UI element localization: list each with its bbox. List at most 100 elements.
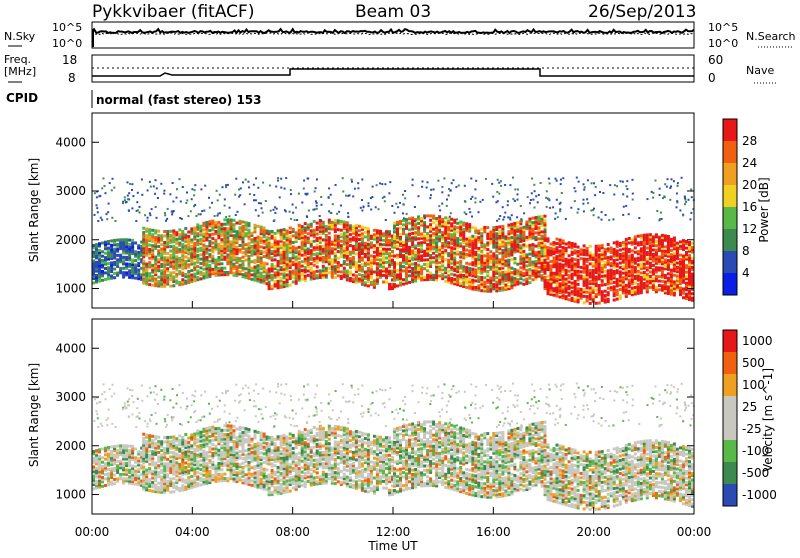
power-cell	[334, 234, 337, 237]
power-cell	[658, 236, 661, 239]
power-cell	[652, 235, 655, 238]
power-cell	[667, 235, 670, 238]
power-cell	[116, 239, 119, 242]
power-cell	[355, 252, 358, 255]
power-cell	[459, 271, 462, 274]
power-cell	[167, 208, 169, 210]
power-cell	[544, 235, 547, 238]
power-cell	[277, 177, 279, 179]
power-cell	[271, 256, 274, 259]
power-cell	[571, 290, 574, 293]
power-cell	[402, 194, 404, 196]
velocity-cell	[98, 448, 101, 451]
power-cell	[507, 259, 510, 262]
power-cell	[535, 236, 538, 239]
power-cell	[373, 271, 376, 274]
power-cell	[612, 218, 614, 220]
power-cell	[408, 257, 411, 260]
power-cell	[274, 212, 276, 214]
power-cell	[107, 240, 110, 243]
power-cell	[574, 243, 577, 246]
power-cell	[495, 276, 498, 279]
power-cell	[483, 254, 486, 257]
power-cell	[553, 248, 556, 251]
power-cell	[556, 246, 559, 249]
velocity-cell	[154, 462, 157, 465]
power-cell	[640, 234, 643, 237]
power-cell	[217, 199, 219, 201]
power-cell	[349, 233, 352, 236]
velocity-cell	[101, 476, 104, 479]
power-cell	[477, 276, 480, 279]
power-cell	[544, 259, 547, 262]
velocity-cell	[142, 466, 145, 469]
power-cell	[601, 244, 604, 247]
power-cell	[426, 214, 429, 217]
power-cell	[349, 194, 351, 196]
velocity-cell	[137, 450, 140, 453]
colorbar-tick-label: 24	[742, 156, 757, 170]
power-cell	[193, 194, 195, 196]
power-cell	[328, 236, 331, 239]
power-cell	[426, 258, 429, 261]
power-cell	[548, 198, 550, 200]
power-cell	[190, 269, 193, 272]
power-cell	[465, 266, 468, 269]
power-cell	[131, 189, 133, 191]
power-cell	[358, 273, 361, 276]
power-cell	[108, 203, 110, 205]
power-cell	[516, 278, 519, 281]
power-cell	[628, 255, 631, 258]
power-cell	[649, 233, 652, 236]
power-cell	[655, 240, 658, 243]
power-cell	[441, 191, 443, 193]
power-cell	[396, 284, 399, 287]
power-cell	[295, 247, 298, 250]
power-cell	[516, 263, 519, 266]
count-tick-right-top: 10^5	[708, 21, 738, 34]
power-cell	[584, 186, 586, 188]
power-cell	[679, 254, 682, 257]
power-cell	[519, 255, 522, 258]
power-cell	[376, 262, 379, 265]
power-cell	[577, 212, 579, 214]
power-cell	[483, 276, 486, 279]
power-cell	[169, 271, 172, 274]
power-cell	[498, 230, 501, 233]
power-cell	[286, 273, 289, 276]
power-cell	[363, 206, 365, 208]
power-cell	[411, 217, 414, 220]
power-cell	[166, 218, 168, 220]
power-cell	[632, 193, 634, 195]
power-cell	[622, 241, 625, 244]
power-cell	[580, 270, 583, 273]
power-cell	[417, 216, 419, 218]
power-cell	[361, 256, 364, 259]
power-cell	[352, 195, 354, 197]
velocity-cell	[157, 482, 160, 485]
power-cell	[345, 195, 347, 197]
power-cell	[122, 271, 125, 274]
power-cell	[610, 286, 613, 289]
power-cell	[688, 241, 691, 244]
power-cell	[285, 177, 287, 179]
power-cell	[269, 185, 271, 187]
velocity-cell	[128, 469, 131, 472]
power-cell	[148, 228, 151, 231]
power-cell	[538, 266, 541, 269]
power-cell	[151, 284, 154, 287]
power-cell	[100, 217, 102, 219]
power-cell	[664, 250, 667, 253]
power-cell	[661, 280, 664, 283]
power-cell	[404, 197, 406, 199]
power-cell	[128, 243, 131, 246]
power-cell	[220, 245, 223, 248]
power-cell	[125, 256, 128, 259]
power-cell	[474, 227, 477, 230]
power-cell	[176, 197, 178, 199]
power-cell	[625, 238, 628, 241]
power-cell	[519, 266, 522, 269]
power-cell	[450, 266, 453, 269]
power-cell	[507, 216, 509, 218]
